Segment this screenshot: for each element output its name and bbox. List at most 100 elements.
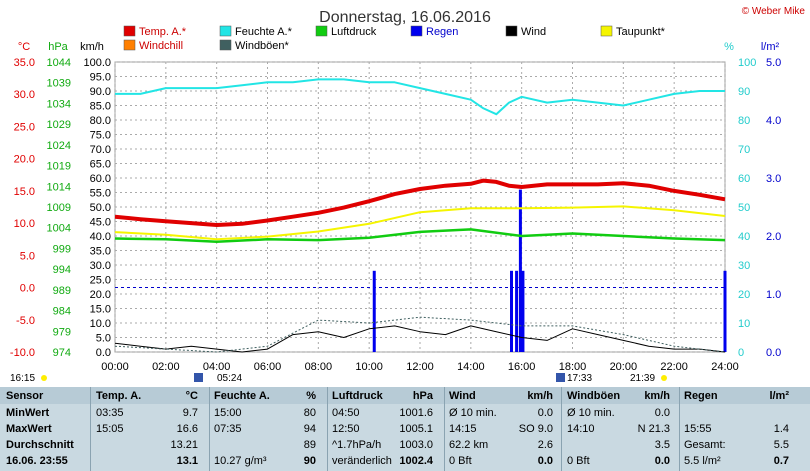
series-line-w <box>114 325 726 353</box>
wind-tick-label: 40.0 <box>90 231 111 243</box>
x-tick-label: 20:00 <box>610 361 638 373</box>
table-header-cell: Sensor <box>6 390 44 402</box>
wind-tick-label: 65.0 <box>90 159 111 171</box>
table-cell-hum: 90 <box>303 455 316 467</box>
humidity-unit-label: % <box>724 41 734 53</box>
humidity-tick-label: 40 <box>738 231 750 243</box>
table-header-cell: °C <box>185 390 198 402</box>
table-header-cell: Temp. A. <box>96 390 142 402</box>
pressure-unit-label: hPa <box>48 41 68 53</box>
table-cell-gust_lbl: 0 Bft <box>567 455 590 467</box>
table-cell-temp: 13.1 <box>176 455 198 467</box>
pressure-tick-label: 1024 <box>47 140 71 152</box>
table-cell-gust: 0.0 <box>654 407 670 419</box>
legend-label: Temp. A.* <box>139 26 187 38</box>
moonrise-time-label: 17:33 <box>567 373 592 384</box>
temp-tick-label: -5.0 <box>16 315 35 327</box>
series-line-hum <box>115 78 725 116</box>
x-tick-label: 08:00 <box>305 361 333 373</box>
pressure-tick-label: 984 <box>53 306 71 318</box>
rain-bar <box>518 189 522 352</box>
legend-label: Regen <box>426 26 458 38</box>
legend-label: Windböen* <box>235 40 290 52</box>
x-tick-label: 22:00 <box>660 361 688 373</box>
humidity-tick-label: 100 <box>738 57 756 69</box>
pressure-tick-label: 974 <box>53 347 71 359</box>
wind-tick-label: 30.0 <box>90 260 111 272</box>
table-cell-wind: 0.0 <box>537 407 553 419</box>
table-cell-temp_time: 03:35 <box>96 407 124 419</box>
table-header-cell: hPa <box>412 390 433 402</box>
current-time-label: 16:15 <box>10 373 35 384</box>
wind-tick-label: 90.0 <box>90 86 111 98</box>
table-cell-rain_lbl: 15:55 <box>684 423 712 435</box>
summary-table: Sensor Temp. A. °C Feuchte A.% Luftdruck hPa W… <box>0 387 810 471</box>
rain-tick-label: 5.0 <box>766 57 781 69</box>
table-cell-rain: 0.7 <box>773 455 789 467</box>
pressure-tick-label: 999 <box>53 243 71 255</box>
table-cell-gust: 3.5 <box>654 439 670 451</box>
x-tick-label: 10:00 <box>355 361 383 373</box>
table-cell-hum_time: 07:35 <box>214 423 242 435</box>
table-cell-temp: 16.6 <box>176 423 198 435</box>
temp-tick-label: -10.0 <box>10 347 35 359</box>
table-cell-hum: 94 <box>303 423 316 435</box>
table-header-cell: Regen <box>684 390 718 402</box>
table-cell-press_time: 12:50 <box>332 423 360 435</box>
x-tick-label: 04:00 <box>203 361 231 373</box>
legend-label: Luftdruck <box>331 26 377 38</box>
table-cell-hum: 80 <box>303 407 316 419</box>
sunset-time-label: 21:39 <box>630 373 655 384</box>
table-cell-press: 1003.0 <box>399 439 433 451</box>
wind-tick-label: 80.0 <box>90 115 111 127</box>
table-cell-temp: 13.21 <box>170 439 198 451</box>
pressure-tick-label: 1029 <box>47 119 71 131</box>
legend-swatch <box>123 39 136 51</box>
table-header-cell: Windböen <box>567 390 621 402</box>
rain-bar <box>723 270 727 352</box>
pressure-tick-label: 989 <box>53 285 71 297</box>
sunrise-icon <box>194 373 203 382</box>
wind-tick-label: 100.0 <box>83 57 111 69</box>
copyright-label: © Weber Mike <box>742 6 806 17</box>
summary-table-header <box>0 387 810 404</box>
table-header-cell: km/h <box>527 390 553 402</box>
legend-label: Wind <box>521 26 546 38</box>
table-cell-label: 16.06. 23:55 <box>6 455 68 467</box>
rain-tick-label: 2.0 <box>766 231 781 243</box>
table-cell-gust: N 21.3 <box>637 423 670 435</box>
legend-swatch <box>410 25 423 37</box>
pressure-tick-label: 1044 <box>47 57 71 69</box>
table-cell-gust_lbl: 14:10 <box>567 423 595 435</box>
table-cell-hum_time: 15:00 <box>214 407 242 419</box>
weather-chart: 35.0 30.0 25.0 20.0 15.0 10.0 5.0 0.0 -5.0 -10.0 1… <box>10 6 806 384</box>
temp-tick-label: 10.0 <box>14 218 35 230</box>
rain-bar <box>510 270 513 352</box>
temp-tick-label: 5.0 <box>20 250 35 262</box>
table-column-separator <box>444 387 445 471</box>
pressure-tick-label: 994 <box>53 264 71 276</box>
rain-tick-label: 4.0 <box>766 115 781 127</box>
pressure-tick-label: 979 <box>53 326 71 338</box>
wind-tick-label: 55.0 <box>90 188 111 200</box>
humidity-tick-label: 80 <box>738 115 750 127</box>
wind-tick-label: 95.0 <box>90 72 111 84</box>
table-column-separator <box>679 387 680 471</box>
wind-tick-label: 5.0 <box>96 333 111 345</box>
table-cell-wind: 0.0 <box>537 455 553 467</box>
legend-swatch <box>219 39 232 51</box>
wind-tick-label: 60.0 <box>90 173 111 185</box>
table-cell-gust: 0.0 <box>654 455 670 467</box>
humidity-tick-label: 60 <box>738 173 750 185</box>
sunset-icon <box>661 375 667 381</box>
humidity-tick-label: 30 <box>738 260 750 272</box>
series-line-t <box>114 205 726 241</box>
legend-swatch <box>505 25 518 37</box>
table-cell-rain_lbl: Gesamt: <box>684 439 726 451</box>
pressure-tick-label: 1014 <box>47 181 71 193</box>
table-cell-wind_lbl: Ø 10 min. <box>449 407 497 419</box>
table-cell-wind: 2.6 <box>537 439 553 451</box>
sunrise-time-label: 05:24 <box>217 373 242 384</box>
table-header-cell: km/h <box>644 390 670 402</box>
humidity-tick-label: 50 <box>738 202 750 214</box>
